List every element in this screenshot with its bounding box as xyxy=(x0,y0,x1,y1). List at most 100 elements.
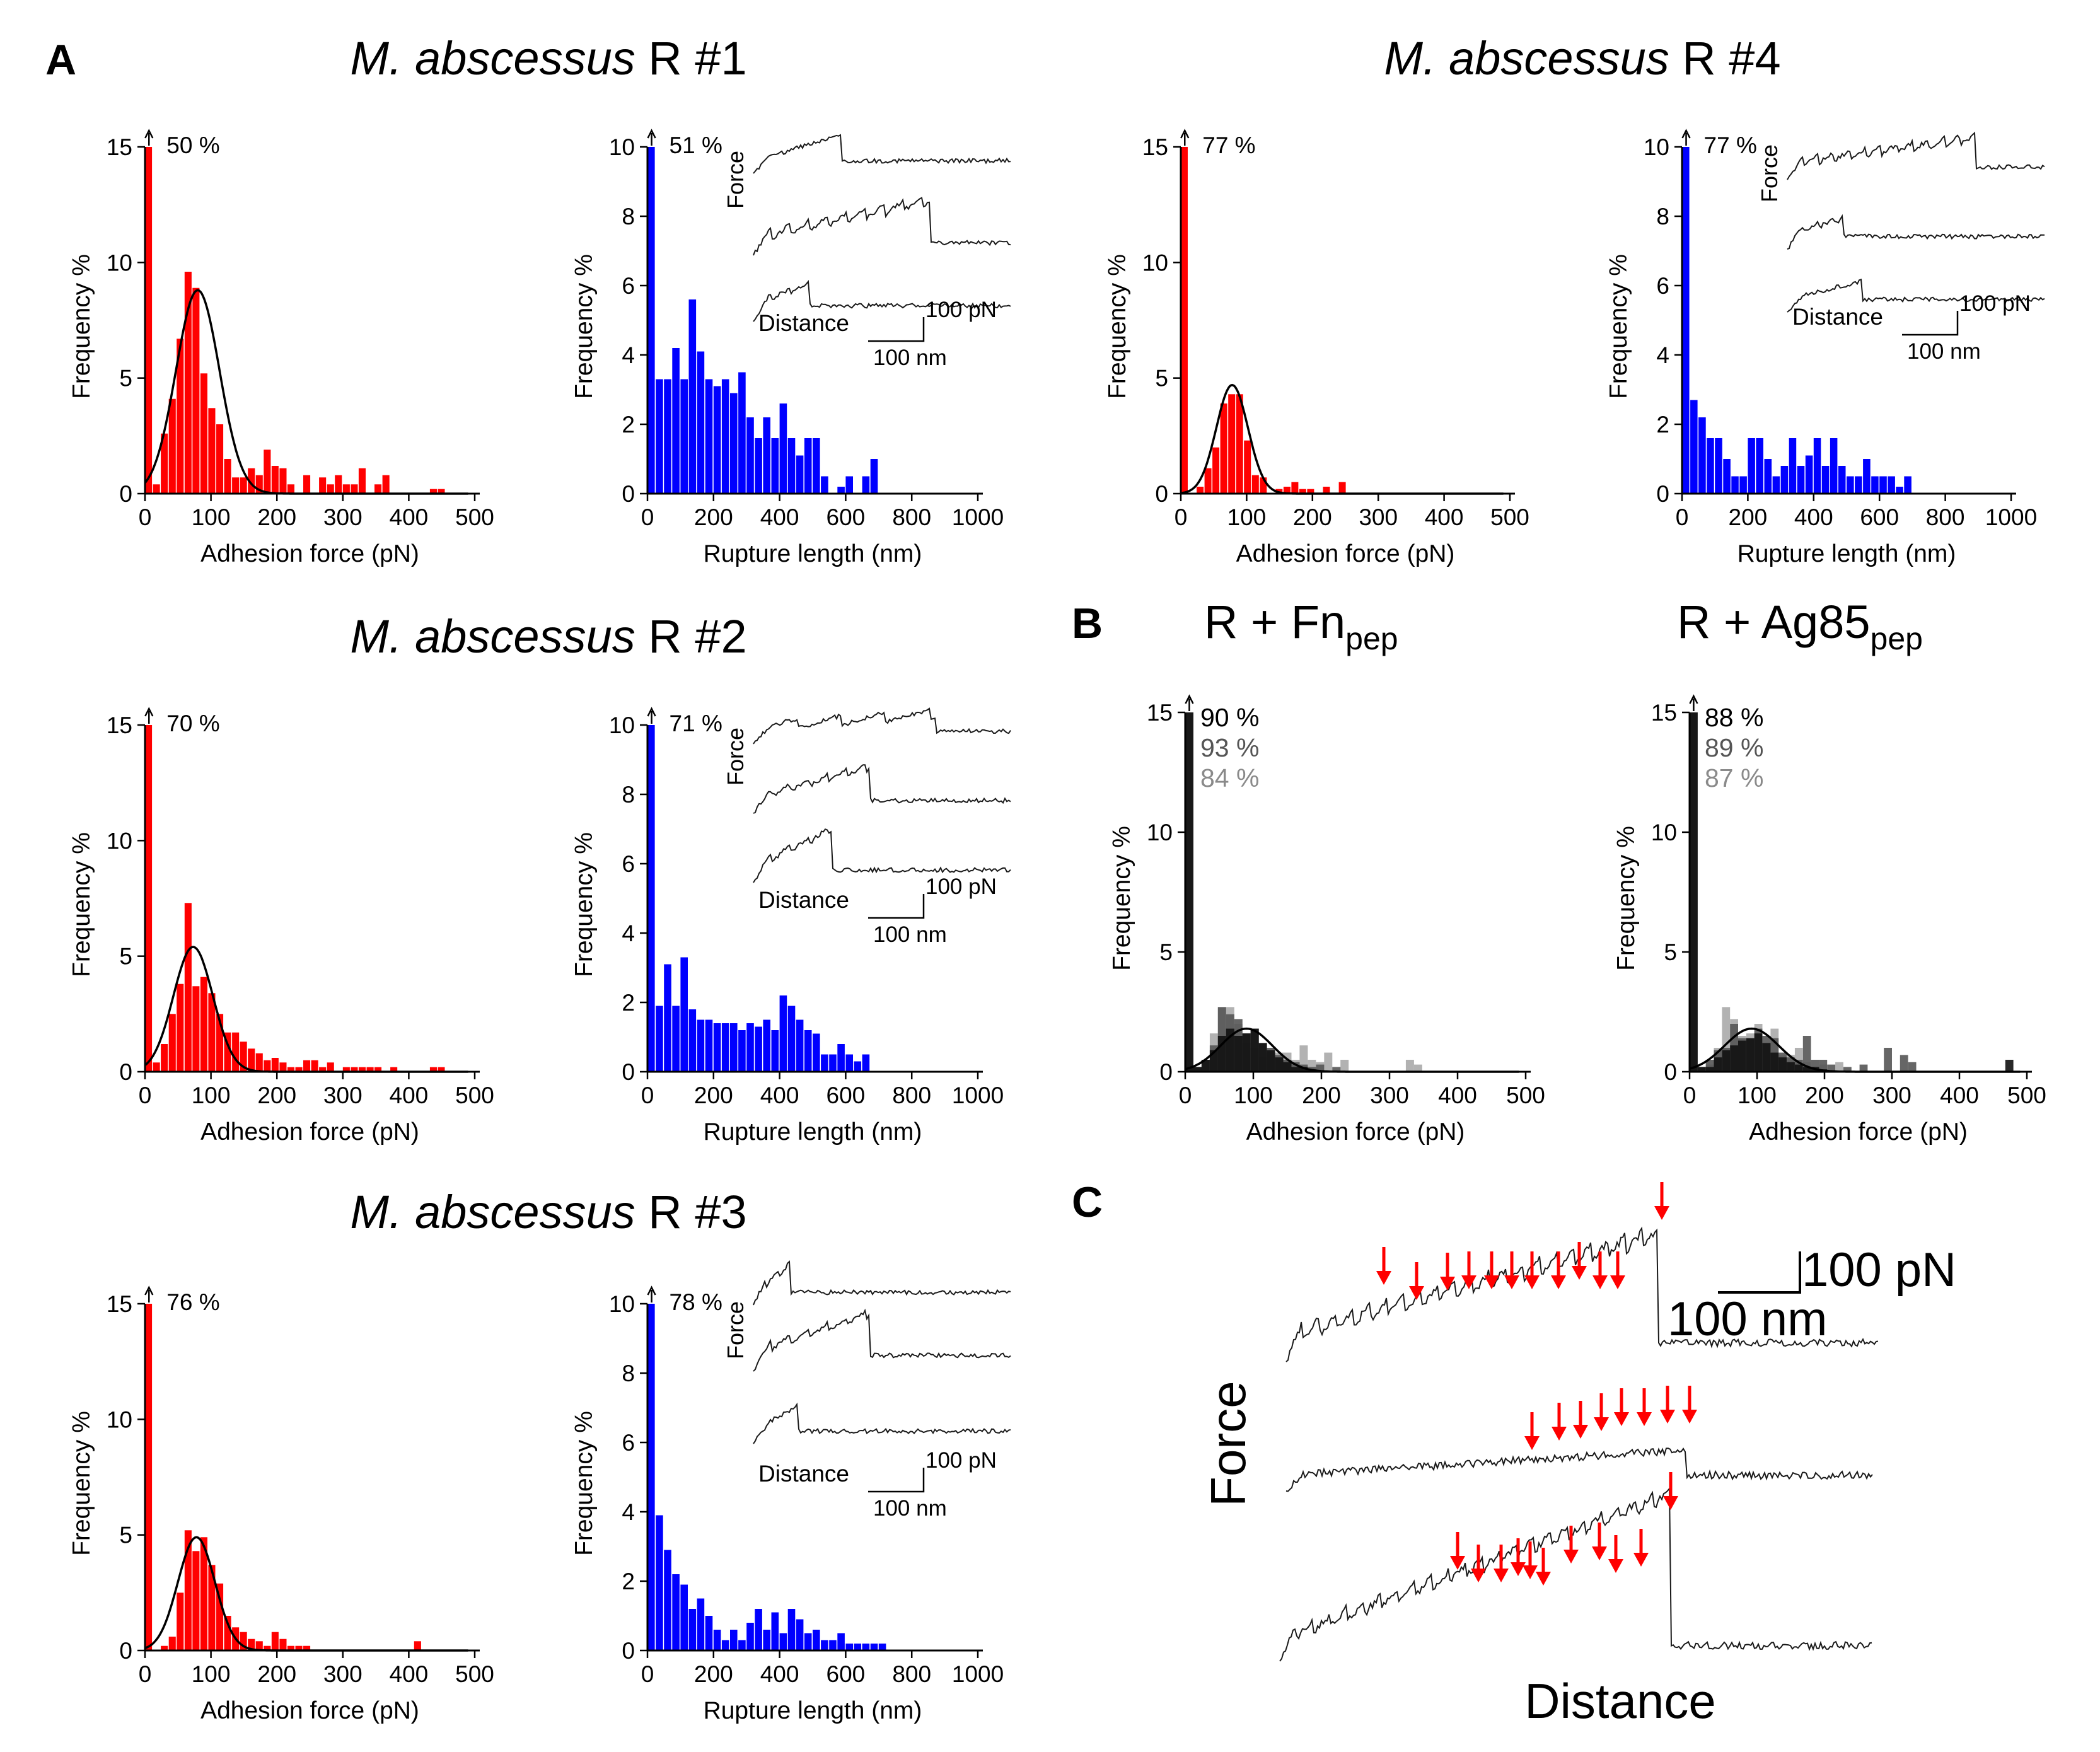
bar xyxy=(208,993,216,1072)
bar xyxy=(1908,1062,1917,1072)
bar xyxy=(319,1067,327,1072)
bar xyxy=(177,1592,184,1650)
y-tick-label: 10 xyxy=(609,1291,635,1317)
rupture-arrow-head xyxy=(1450,1556,1465,1570)
break-arrow-head xyxy=(1689,694,1698,704)
bar xyxy=(1236,394,1243,494)
inset-distance-label: Distance xyxy=(1792,304,1883,330)
bar xyxy=(390,1067,398,1072)
bar xyxy=(192,1551,200,1650)
bar xyxy=(854,1644,862,1650)
bar xyxy=(1204,468,1212,494)
bar xyxy=(240,1632,247,1650)
y-tick-label: 2 xyxy=(1656,412,1669,438)
x-tick-label: 400 xyxy=(1438,1082,1477,1108)
title-r2: M. abscessus R #2 xyxy=(350,610,746,663)
x-tick-label: 200 xyxy=(1293,504,1332,530)
y-tick-label: 0 xyxy=(622,1638,635,1664)
bar xyxy=(303,1645,311,1650)
bar xyxy=(1197,487,1204,494)
bar xyxy=(184,272,192,494)
title-r2-strain: R #2 xyxy=(635,610,747,663)
x-tick-label: 100 xyxy=(1737,1082,1777,1108)
bar xyxy=(688,1609,697,1650)
bar xyxy=(746,1023,754,1072)
x-tick-label: 1000 xyxy=(1985,504,2037,530)
rupture-arrow-head xyxy=(1663,1496,1678,1510)
bar xyxy=(342,1067,350,1072)
bar xyxy=(1251,475,1259,494)
force-trace xyxy=(1285,1226,1879,1362)
bar xyxy=(295,1645,303,1650)
bar xyxy=(342,484,350,494)
bar xyxy=(813,438,820,494)
bar xyxy=(1764,459,1772,494)
bar xyxy=(200,373,207,494)
chart-r1-force: 0 100 200 300 400 500 0 5 10 15 Adhesion force (pN… xyxy=(68,129,494,567)
bar xyxy=(1879,476,1887,494)
x-tick-label: 500 xyxy=(455,1082,494,1108)
title-ag-main: R + Ag85 xyxy=(1677,596,1871,648)
bar xyxy=(2005,1060,2014,1072)
force-trace xyxy=(753,1308,1011,1372)
bar xyxy=(796,455,804,494)
title-r1-strain: R #1 xyxy=(635,32,747,84)
panel-c-scale-bar xyxy=(1718,1251,1801,1294)
bar xyxy=(1739,476,1747,494)
bar xyxy=(264,1645,271,1650)
title-r3: M. abscessus R #3 xyxy=(350,1186,746,1238)
bar xyxy=(829,1054,837,1072)
percent-label: 71 % xyxy=(670,711,722,736)
bar xyxy=(335,475,342,494)
inset-force-curves: Force Distance 100 pN 100 nm xyxy=(722,707,1011,947)
bar xyxy=(656,1006,663,1072)
bar xyxy=(358,1067,366,1072)
bar xyxy=(771,438,779,494)
rupture-arrow-head xyxy=(1654,1206,1669,1220)
bar xyxy=(680,379,688,494)
break-arrow-head xyxy=(144,129,154,139)
x-tick-label: 1000 xyxy=(952,1661,1004,1687)
bar xyxy=(279,1639,287,1650)
title-fn: R + Fnpep xyxy=(1204,596,1398,656)
bar xyxy=(1805,455,1813,494)
title-r4: M. abscessus R #4 xyxy=(1384,32,1780,84)
bar xyxy=(1843,1067,1852,1072)
bar xyxy=(1722,1050,1731,1072)
bar xyxy=(837,1044,845,1072)
x-axis-label: Rupture length (nm) xyxy=(704,540,922,567)
bar xyxy=(845,1054,853,1072)
rupture-arrow-head xyxy=(1511,1562,1526,1576)
bar xyxy=(878,1644,886,1650)
chart-ag-force: 0 100 200 300 400 500 0 5 10 15 Adhesion force (pN… xyxy=(1613,694,2046,1146)
bar xyxy=(1871,476,1879,494)
x-axis-label: Rupture length (nm) xyxy=(704,1118,922,1146)
x-tick-label: 100 xyxy=(192,1082,231,1108)
bar xyxy=(1821,466,1830,494)
bar xyxy=(1830,438,1838,494)
y-tick-label: 5 xyxy=(119,1523,132,1548)
scale-distance-label: 100 nm xyxy=(1907,339,1981,364)
panel-c-scale-distance: 100 nm xyxy=(1668,1292,1828,1346)
bar xyxy=(804,1030,812,1072)
scale-force-label: 100 pN xyxy=(925,1448,997,1473)
bar xyxy=(311,1060,318,1072)
break-arrow-head xyxy=(1180,129,1190,139)
force-trace xyxy=(753,764,1011,814)
bar xyxy=(755,1026,762,1072)
force-trace xyxy=(753,134,1011,174)
x-tick-label: 600 xyxy=(827,1661,866,1687)
bar xyxy=(1698,417,1706,494)
bar xyxy=(374,1067,382,1072)
bar xyxy=(303,475,311,494)
bar xyxy=(713,386,721,494)
y-tick-label: 2 xyxy=(622,990,635,1016)
bar xyxy=(1250,1028,1259,1072)
bar xyxy=(192,986,200,1072)
title-r4-strain: R #4 xyxy=(1669,32,1781,84)
x-tick-label: 200 xyxy=(1302,1082,1341,1108)
rupture-arrow-head xyxy=(1471,1569,1486,1582)
bar xyxy=(1705,1067,1714,1072)
bar xyxy=(787,1609,796,1650)
